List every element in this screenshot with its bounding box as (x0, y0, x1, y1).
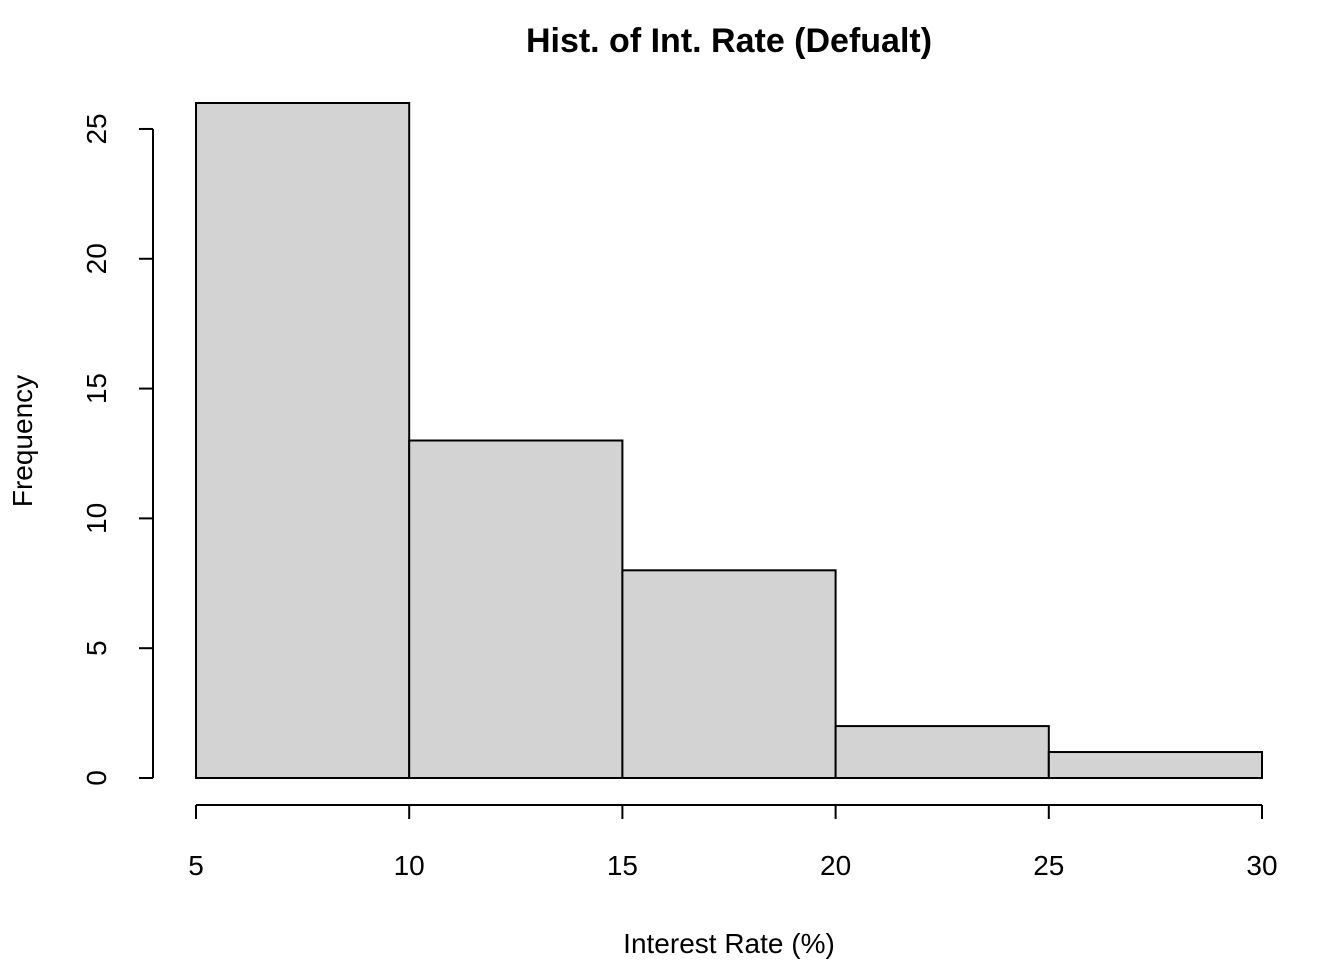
x-tick-label: 25 (1033, 850, 1064, 881)
histogram-bar-5 (1047, 751, 1264, 779)
histogram-bar-1 (195, 102, 411, 779)
y-axis-label: Frequency (7, 375, 38, 507)
bars-group (195, 102, 1264, 779)
x-tick-label: 10 (394, 850, 425, 881)
y-tick-label: 0 (81, 770, 112, 786)
x-tick-label: 20 (820, 850, 851, 881)
chart-title: Hist. of Int. Rate (Defualt) (526, 22, 932, 60)
y-tick-label: 10 (81, 503, 112, 534)
y-tick-label: 25 (81, 113, 112, 144)
histogram-bar-3 (621, 569, 837, 779)
y-tick-label: 20 (81, 243, 112, 274)
x-tick-label: 30 (1246, 850, 1277, 881)
x-axis: 5 10 15 20 25 30 (188, 804, 1278, 881)
y-tick-label: 15 (81, 373, 112, 404)
x-tick-label: 15 (607, 850, 638, 881)
x-tick-label: 5 (188, 850, 204, 881)
histogram-bar-2 (408, 439, 624, 779)
histogram-bar-4 (834, 725, 1050, 779)
y-axis: 0 5 10 15 20 25 (81, 113, 154, 786)
y-tick-label: 5 (81, 640, 112, 656)
x-axis-label: Interest Rate (%) (623, 928, 835, 959)
